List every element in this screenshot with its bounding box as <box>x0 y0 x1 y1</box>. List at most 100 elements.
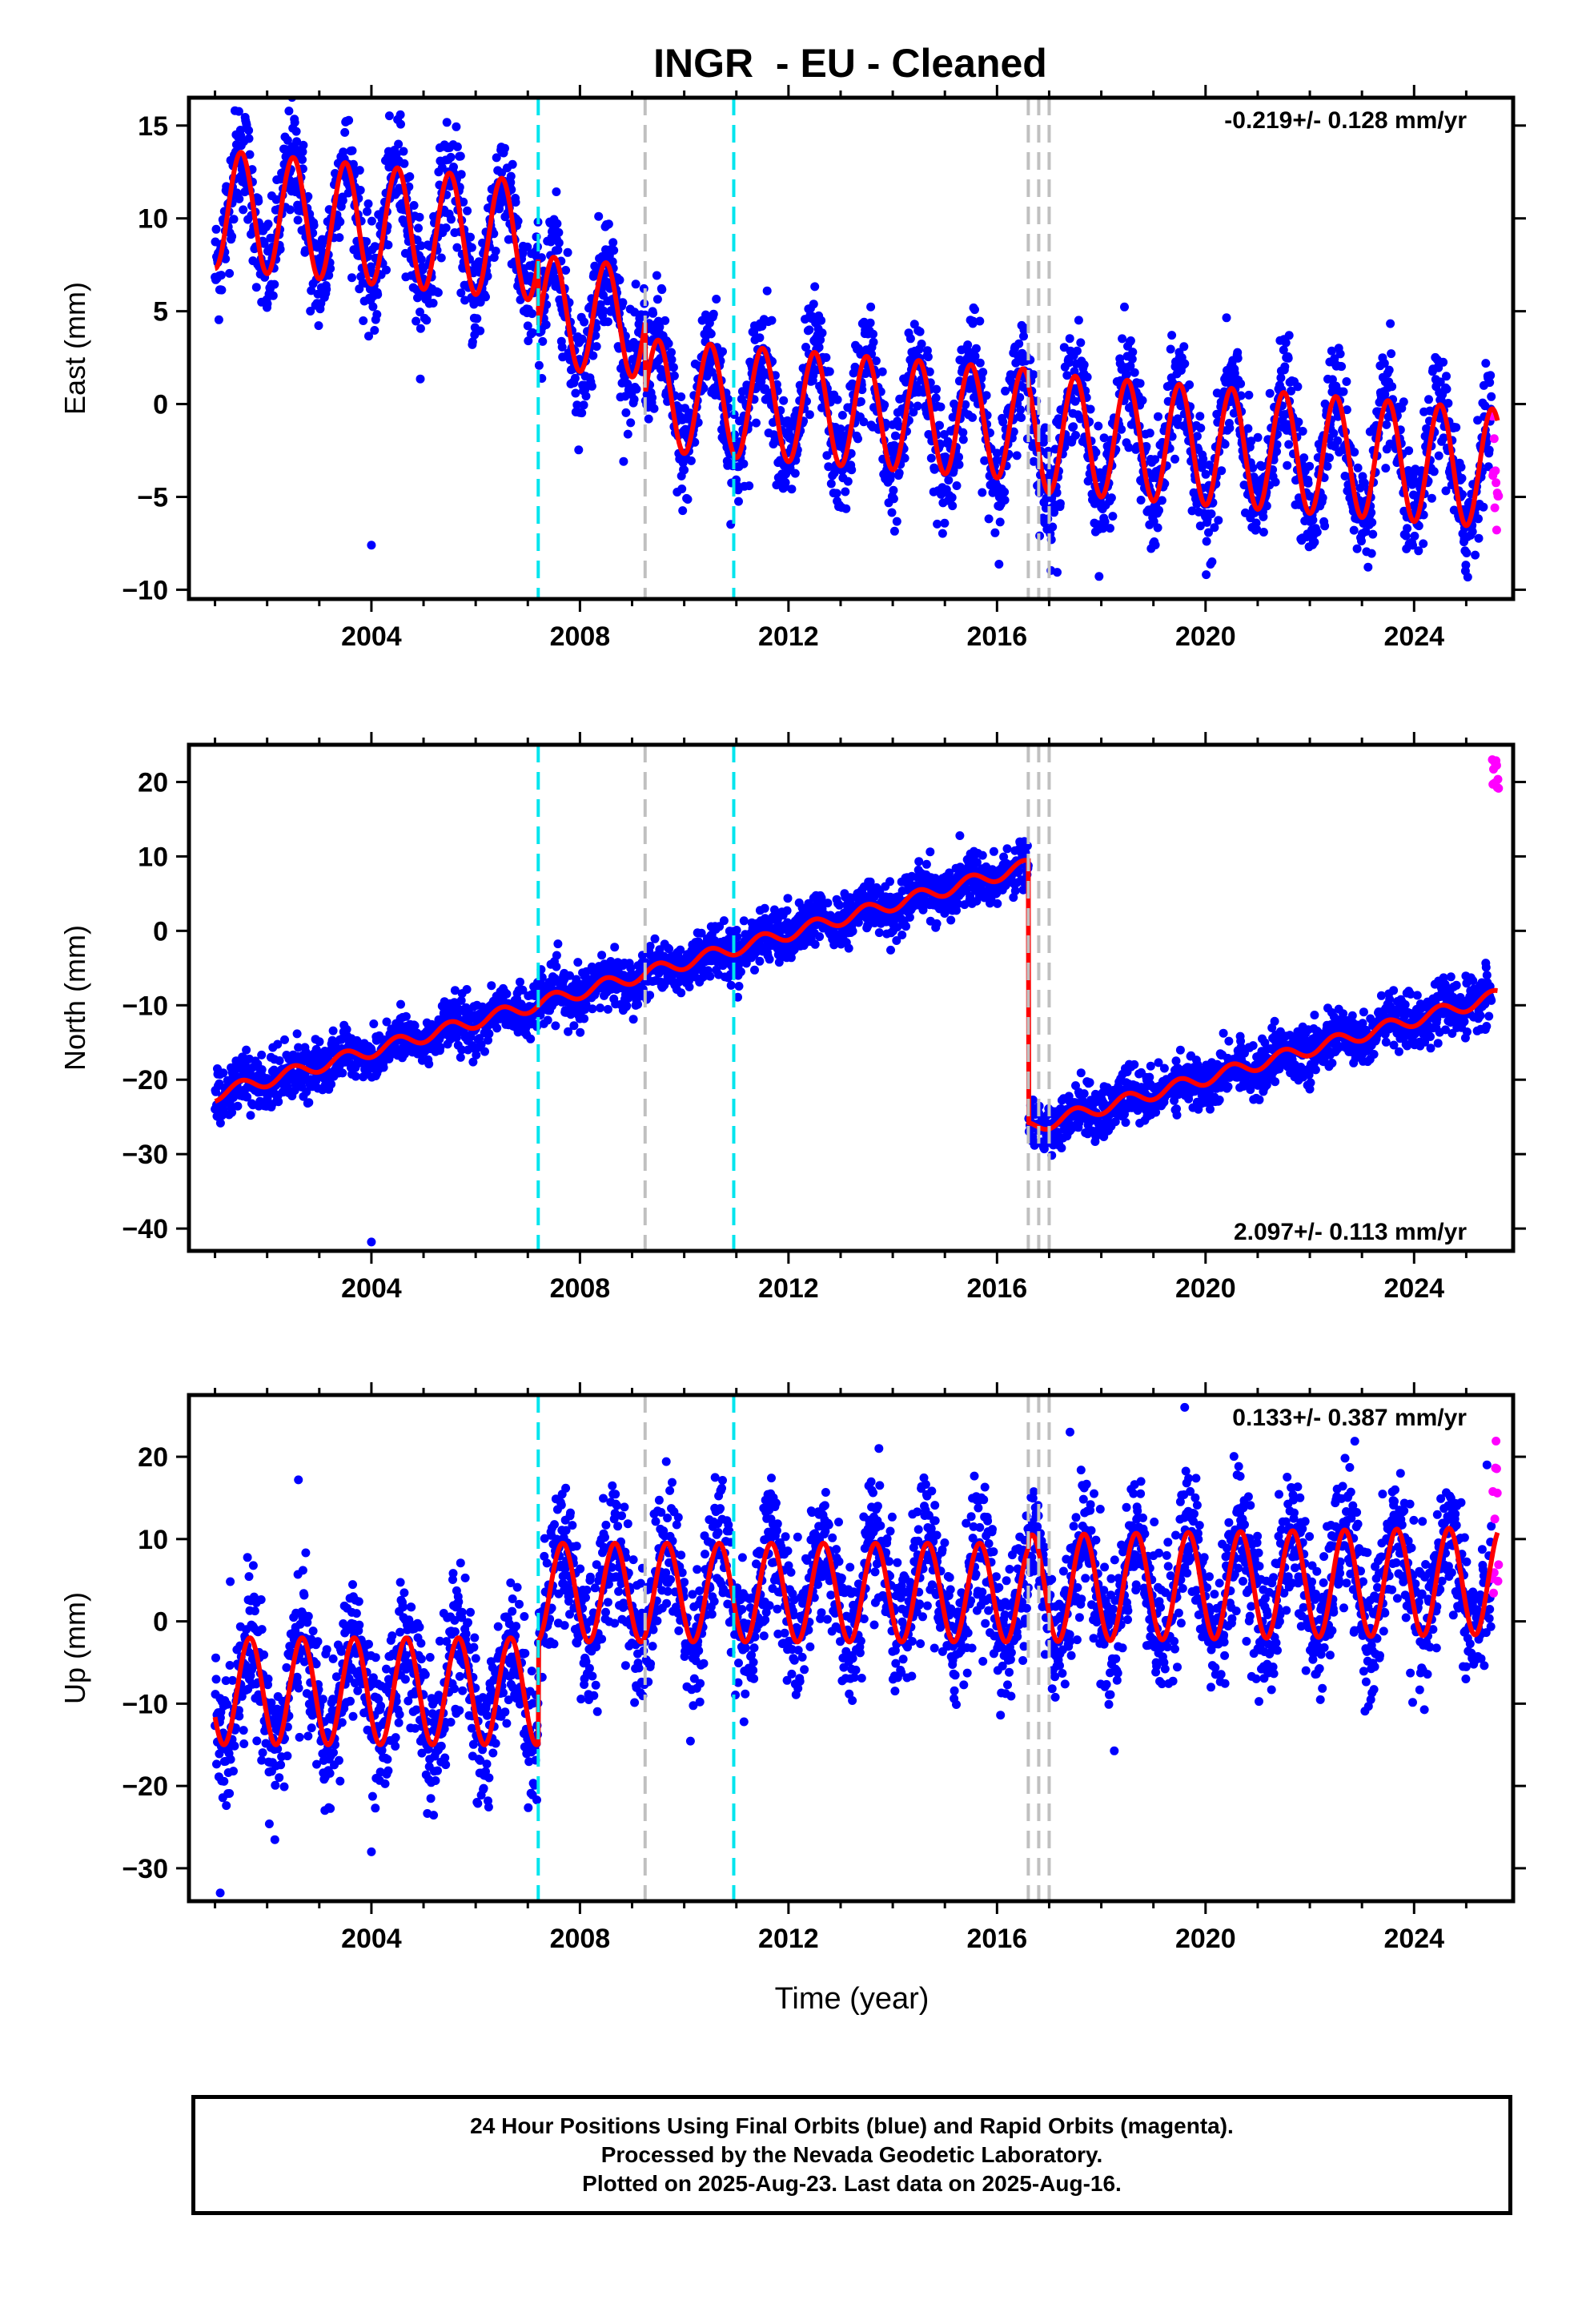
data-point <box>1259 528 1268 537</box>
data-point <box>1072 346 1082 356</box>
data-point <box>1367 549 1376 558</box>
data-point <box>1424 395 1433 404</box>
data-point <box>309 220 319 230</box>
x-tick-label: 2016 <box>967 621 1028 652</box>
data-point <box>971 344 981 353</box>
data-point <box>1312 528 1322 537</box>
data-point <box>1154 505 1163 515</box>
data-point <box>1349 525 1359 535</box>
data-point <box>1439 357 1448 367</box>
data-point <box>399 147 408 156</box>
data-point <box>551 1021 560 1031</box>
data-point <box>1299 453 1309 463</box>
data-point <box>948 501 958 511</box>
data-point <box>657 285 667 295</box>
data-point <box>254 196 263 206</box>
data-point <box>528 328 537 337</box>
data-point <box>382 265 391 275</box>
data-point <box>456 151 465 161</box>
data-point <box>1233 353 1243 363</box>
data-point <box>322 284 331 294</box>
y-tick-label: −5 <box>137 482 168 513</box>
data-point <box>1399 397 1408 407</box>
data-point <box>314 321 323 331</box>
data-point <box>1236 391 1246 400</box>
data-point <box>814 343 824 352</box>
data-point <box>810 282 820 292</box>
x-tick-label: 2024 <box>1383 621 1444 652</box>
data-point <box>1201 469 1211 479</box>
data-point <box>1442 372 1451 381</box>
data-point <box>887 508 897 517</box>
data-point <box>359 316 368 325</box>
data-point <box>1012 451 1022 460</box>
data-point <box>1367 508 1376 517</box>
data-point <box>1434 451 1443 460</box>
data-point <box>1248 463 1258 472</box>
data-point <box>291 127 301 136</box>
data-point <box>1207 557 1217 566</box>
data-point <box>597 951 607 960</box>
data-point <box>460 296 470 305</box>
data-point <box>298 147 307 157</box>
data-point <box>865 318 875 328</box>
rapid-point <box>1494 491 1504 501</box>
data-point <box>1091 448 1101 457</box>
data-point <box>1271 477 1280 487</box>
data-point <box>572 400 582 410</box>
data-point <box>1342 405 1351 415</box>
data-point <box>259 239 269 248</box>
data-point <box>369 1019 379 1028</box>
y-tick-label: −10 <box>122 575 168 605</box>
data-point <box>1014 339 1024 348</box>
data-point <box>452 243 462 252</box>
data-point <box>667 348 676 357</box>
data-point <box>604 219 613 229</box>
data-point <box>603 317 612 327</box>
data-point <box>491 247 500 255</box>
data-point <box>1419 539 1428 549</box>
data-point <box>1468 527 1477 537</box>
rapid-point <box>1492 478 1501 488</box>
data-point <box>1387 382 1397 392</box>
data-point <box>1167 331 1177 340</box>
data-point <box>980 456 990 465</box>
data-point <box>599 306 608 316</box>
data-point <box>952 481 962 490</box>
data-point <box>554 227 564 237</box>
data-point <box>926 453 936 463</box>
data-point <box>1386 319 1395 328</box>
data-point <box>648 393 657 403</box>
data-point <box>1106 524 1114 533</box>
data-point <box>1327 346 1336 356</box>
data-point <box>826 479 836 489</box>
x-tick-label: 2020 <box>1175 621 1236 652</box>
data-point <box>984 514 994 524</box>
data-point <box>678 506 688 516</box>
data-point <box>416 255 426 264</box>
data-point <box>217 285 227 295</box>
data-point <box>1471 550 1480 560</box>
data-point <box>817 328 827 338</box>
data-point <box>328 1026 338 1035</box>
data-point <box>1381 464 1391 473</box>
data-point <box>576 1027 585 1037</box>
data-point <box>456 170 466 179</box>
final-orbit-points <box>211 98 1496 582</box>
data-point <box>1443 399 1453 408</box>
data-point <box>1124 443 1134 452</box>
data-point <box>1486 371 1496 380</box>
data-point <box>833 395 842 404</box>
data-point <box>367 216 376 226</box>
data-point <box>1329 428 1339 438</box>
data-point <box>1214 516 1223 525</box>
data-point <box>859 417 869 427</box>
data-point <box>580 1014 589 1023</box>
data-point <box>1055 499 1065 509</box>
data-point <box>1429 467 1439 476</box>
data-point <box>880 400 889 410</box>
data-point <box>1342 377 1351 386</box>
data-point <box>339 147 348 157</box>
rapid-point <box>1491 466 1500 476</box>
data-point <box>1401 531 1411 541</box>
